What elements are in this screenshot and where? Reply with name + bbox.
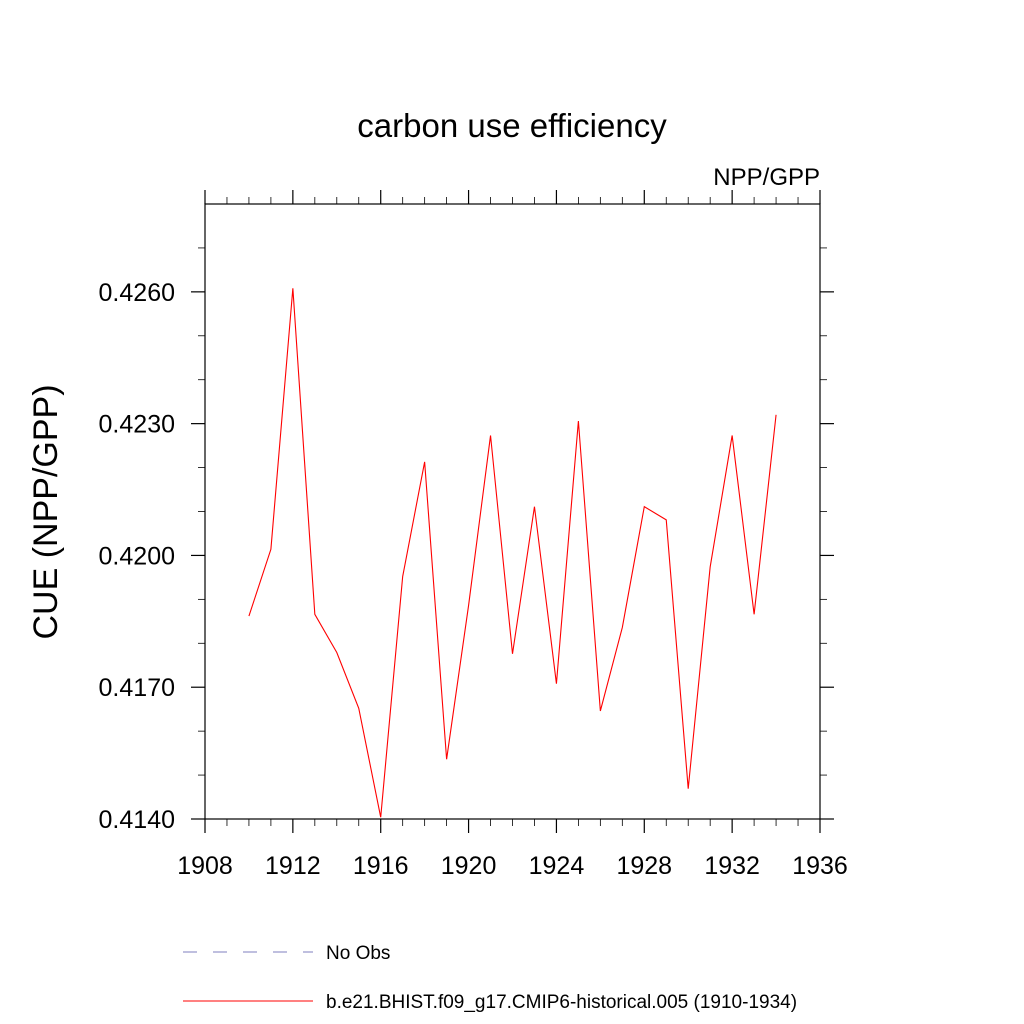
plot-frame: [204, 203, 821, 820]
x-tick-label: 1924: [529, 852, 585, 880]
y-axis-label: CUE (NPP/GPP): [27, 384, 65, 639]
legend-label: b.e21.BHIST.f09_g17.CMIP6-historical.005…: [326, 992, 797, 1013]
axis-ticks: [191, 190, 834, 833]
legend: No Obs b.e21.BHIST.f09_g17.CMIP6-historic…: [183, 943, 797, 1013]
x-tick-label: 1920: [441, 852, 497, 880]
y-tick-label: 0.4140: [99, 806, 175, 834]
y-tick-label: 0.4170: [99, 674, 175, 702]
x-tick-label: 1908: [177, 852, 233, 880]
chart-title: carbon use efficiency: [357, 107, 667, 144]
series-lines: [248, 288, 777, 818]
x-tick-label: 1932: [704, 852, 760, 880]
x-tick-label: 1936: [792, 852, 848, 880]
axis-tick-labels: 1908 1912 1916 1920 1924 1928 1932 1936 0.4140 0.…: [99, 279, 848, 880]
chart-subtitle: NPP/GPP: [713, 164, 820, 191]
x-tick-label: 1912: [265, 852, 321, 880]
y-tick-label: 0.4200: [99, 542, 175, 570]
series-line: [248, 288, 777, 818]
x-tick-label: 1916: [353, 852, 409, 880]
x-tick-label: 1928: [616, 852, 672, 880]
legend-label: No Obs: [326, 943, 390, 964]
y-tick-label: 0.4230: [99, 411, 175, 439]
y-tick-label: 0.4260: [99, 279, 175, 307]
